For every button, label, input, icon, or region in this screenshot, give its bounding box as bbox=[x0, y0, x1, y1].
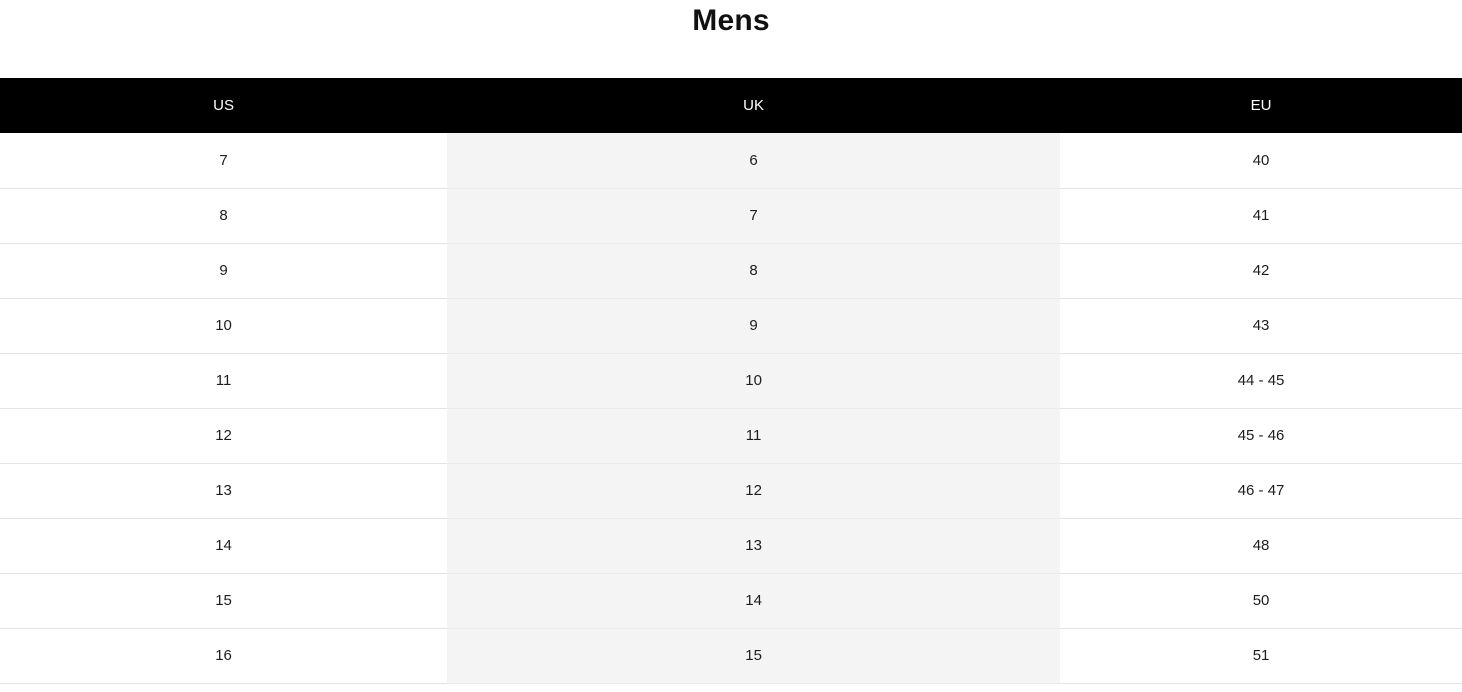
table-row: 8 7 41 bbox=[0, 188, 1462, 244]
size-cell-us: 13 bbox=[0, 463, 448, 519]
size-cell-us: 9 bbox=[0, 243, 448, 299]
size-cell-us: 7 bbox=[0, 133, 448, 189]
size-cell-uk: 11 bbox=[447, 408, 1061, 464]
table-row: 10 9 43 bbox=[0, 298, 1462, 354]
table-row: 15 14 50 bbox=[0, 573, 1462, 629]
column-header-us: US bbox=[0, 78, 448, 133]
column-header-uk: UK bbox=[447, 78, 1061, 133]
size-cell-eu: 48 bbox=[1060, 518, 1462, 574]
size-cell-us: 12 bbox=[0, 408, 448, 464]
table-row: 9 8 42 bbox=[0, 243, 1462, 299]
size-cell-uk: 8 bbox=[447, 243, 1061, 299]
page-title: Mens bbox=[692, 4, 770, 37]
size-cell-eu: 50 bbox=[1060, 573, 1462, 629]
table-row: 14 13 48 bbox=[0, 518, 1462, 574]
header-row: US UK EU bbox=[0, 78, 1462, 133]
table-row: 7 6 40 bbox=[0, 133, 1462, 189]
table-row: 11 10 44 - 45 bbox=[0, 353, 1462, 409]
size-cell-eu: 46 - 47 bbox=[1060, 463, 1462, 519]
size-cell-us: 10 bbox=[0, 298, 448, 354]
size-cell-eu: 45 - 46 bbox=[1060, 408, 1462, 464]
size-cell-eu: 42 bbox=[1060, 243, 1462, 299]
size-cell-us: 11 bbox=[0, 353, 448, 409]
size-cell-us: 8 bbox=[0, 188, 448, 244]
size-cell-us: 16 bbox=[0, 628, 448, 684]
size-cell-uk: 14 bbox=[447, 573, 1061, 629]
size-cell-uk: 7 bbox=[447, 188, 1061, 244]
size-cell-uk: 15 bbox=[447, 628, 1061, 684]
table-row: 13 12 46 - 47 bbox=[0, 463, 1462, 519]
size-cell-uk: 6 bbox=[447, 133, 1061, 189]
size-cell-eu: 40 bbox=[1060, 133, 1462, 189]
size-conversion-table: US UK EU 7 6 40 8 7 41 9 8 42 10 9 43 11 10 44 - 45 12 1… bbox=[0, 78, 1462, 684]
size-cell-eu: 44 - 45 bbox=[1060, 353, 1462, 409]
size-table-header: US UK EU bbox=[0, 78, 1462, 133]
size-cell-uk: 12 bbox=[447, 463, 1061, 519]
size-cell-eu: 51 bbox=[1060, 628, 1462, 684]
size-cell-eu: 43 bbox=[1060, 298, 1462, 354]
size-table-body: 7 6 40 8 7 41 9 8 42 10 9 43 11 10 44 - 45 12 11 45 - 46 1… bbox=[0, 133, 1462, 684]
size-cell-uk: 13 bbox=[447, 518, 1061, 574]
size-cell-uk: 9 bbox=[447, 298, 1061, 354]
table-row: 12 11 45 - 46 bbox=[0, 408, 1462, 464]
size-cell-us: 15 bbox=[0, 573, 448, 629]
size-cell-uk: 10 bbox=[447, 353, 1061, 409]
table-row: 16 15 51 bbox=[0, 628, 1462, 684]
column-header-eu: EU bbox=[1060, 78, 1462, 133]
size-cell-us: 14 bbox=[0, 518, 448, 574]
size-cell-eu: 41 bbox=[1060, 188, 1462, 244]
